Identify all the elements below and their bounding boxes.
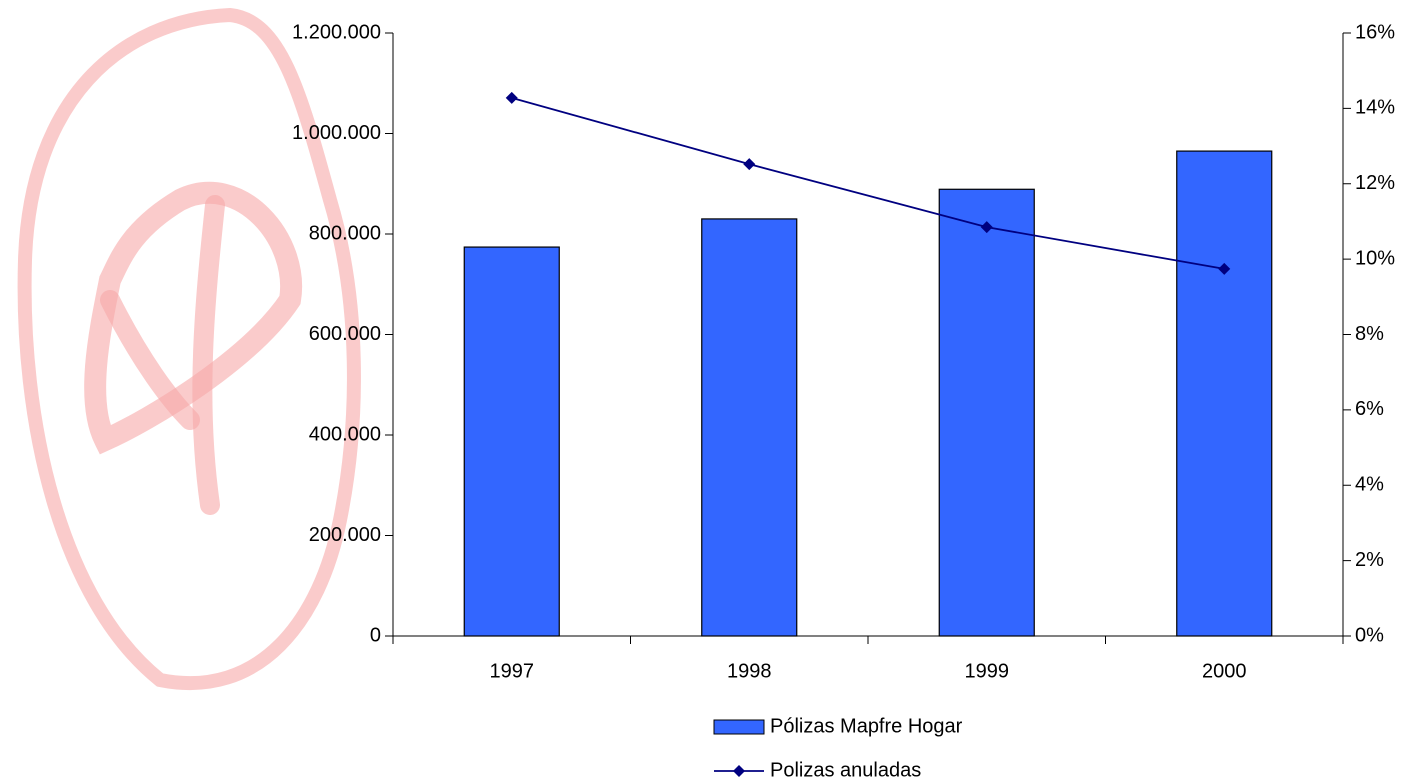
marker xyxy=(980,221,993,234)
x-tick-label: 1999 xyxy=(965,660,1010,682)
legend-swatch xyxy=(713,719,765,735)
marker xyxy=(505,91,518,104)
watermark xyxy=(17,8,361,691)
legend-label: Pólizas Mapfre Hogar xyxy=(770,715,963,737)
y2-tick-label: 2% xyxy=(1355,549,1384,571)
legend-label: Polizas anuladas xyxy=(770,759,921,781)
bar xyxy=(1176,150,1273,637)
line xyxy=(511,96,1225,270)
y2-tick-label: 6% xyxy=(1355,398,1384,420)
x-tick-label: 2000 xyxy=(1202,660,1247,682)
y2-tick-label: 10% xyxy=(1355,247,1395,269)
legend-marker xyxy=(733,765,745,777)
bar xyxy=(463,246,560,637)
bar xyxy=(701,218,798,637)
x-tick-label: 1998 xyxy=(727,660,772,682)
y2-tick-label: 4% xyxy=(1355,474,1384,496)
y2-tick-label: 0% xyxy=(1355,624,1384,646)
y-tick-label: 1.000.000 xyxy=(292,122,381,144)
y-tick-label: 600.000 xyxy=(309,323,381,345)
marker xyxy=(743,158,756,171)
x-tick-label: 1997 xyxy=(490,660,535,682)
y-tick-label: 0 xyxy=(370,624,381,646)
bar xyxy=(938,188,1035,637)
marker xyxy=(1218,262,1231,275)
y-tick-label: 800.000 xyxy=(309,222,381,244)
y2-tick-label: 14% xyxy=(1355,97,1395,119)
y-tick-label: 400.000 xyxy=(309,423,381,445)
y2-tick-label: 16% xyxy=(1355,21,1395,43)
y-tick-label: 200.000 xyxy=(309,524,381,546)
y-tick-label: 1.200.000 xyxy=(292,21,381,43)
y2-tick-label: 12% xyxy=(1355,172,1395,194)
y2-tick-label: 8% xyxy=(1355,323,1384,345)
